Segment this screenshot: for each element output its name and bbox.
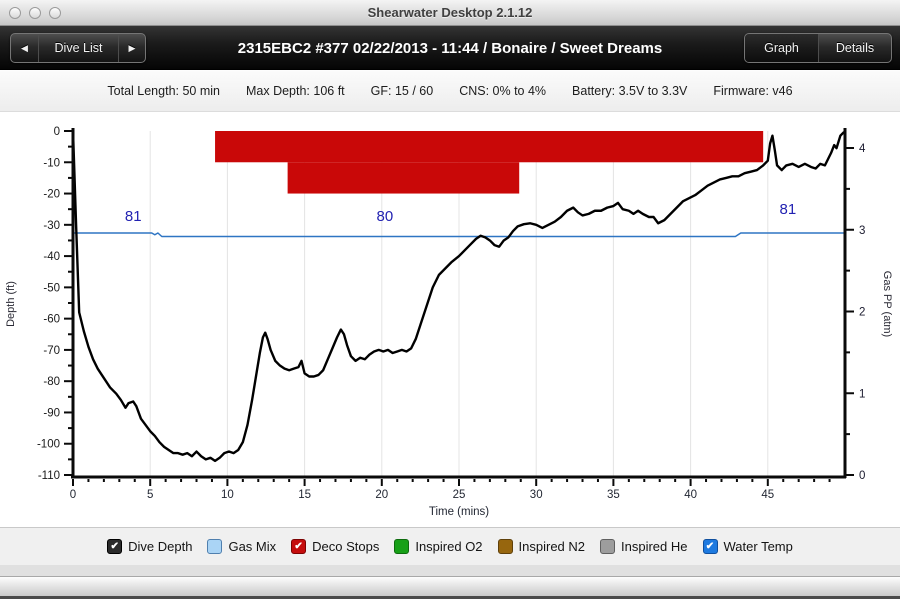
svg-text:4: 4 <box>859 143 866 155</box>
stat-battery: Battery: 3.5V to 3.3V <box>572 84 688 98</box>
tab-graph[interactable]: Graph <box>745 34 818 62</box>
svg-text:-60: -60 <box>43 314 60 326</box>
svg-text:40: 40 <box>684 489 697 501</box>
svg-text:81: 81 <box>780 201 797 218</box>
legend-label: Deco Stops <box>312 539 380 554</box>
dive-list-label: Dive List <box>54 41 103 55</box>
stat-firmware: Firmware: v46 <box>713 84 793 98</box>
legend-item-dive-depth: ✔ Dive Depth <box>107 539 192 554</box>
chart-legend: ✔ Dive Depth Gas Mix ✔ Deco Stops Inspir… <box>0 527 900 565</box>
navbar: ◀ Dive List ▶ 2315EBC2 #377 02/22/2013 -… <box>0 26 900 70</box>
svg-text:81: 81 <box>125 208 142 225</box>
svg-text:2: 2 <box>859 307 865 319</box>
zoom-window-button[interactable] <box>49 7 61 19</box>
dive-list-control: ◀ Dive List ▶ <box>10 33 146 63</box>
dive-list-button[interactable]: Dive List <box>38 34 118 62</box>
inspired-o2-checkbox[interactable] <box>394 539 410 554</box>
legend-item-deco-stops: ✔ Deco Stops <box>291 539 379 554</box>
svg-text:1: 1 <box>859 388 865 400</box>
minimize-window-button[interactable] <box>29 7 41 19</box>
legend-label: Inspired O2 <box>415 539 483 554</box>
legend-label: Inspired He <box>621 539 688 554</box>
svg-text:30: 30 <box>530 489 543 501</box>
svg-text:0: 0 <box>859 470 865 482</box>
dive-depth-checkbox[interactable]: ✔ <box>107 539 123 554</box>
svg-text:Time (mins): Time (mins) <box>429 506 489 518</box>
svg-text:45: 45 <box>761 489 774 501</box>
svg-text:3: 3 <box>859 225 865 237</box>
svg-text:Gas PP (atm): Gas PP (atm) <box>881 271 893 337</box>
stat-cns: CNS: 0% to 4% <box>459 84 547 98</box>
svg-text:0: 0 <box>54 126 60 138</box>
svg-text:-100: -100 <box>37 439 60 451</box>
traffic-lights <box>9 0 61 26</box>
legend-label: Gas Mix <box>228 539 277 554</box>
stat-total-length: Total Length: 50 min <box>107 84 220 98</box>
close-window-button[interactable] <box>9 7 21 19</box>
legend-label: Water Temp <box>723 539 793 554</box>
svg-text:80: 80 <box>377 208 394 225</box>
water-temp-checkbox[interactable]: ✔ <box>702 539 718 554</box>
svg-text:10: 10 <box>221 489 234 501</box>
svg-text:-20: -20 <box>43 189 60 201</box>
details-tab-label: Details <box>835 41 875 55</box>
svg-text:0: 0 <box>70 489 76 501</box>
svg-text:-50: -50 <box>43 282 60 294</box>
svg-text:-30: -30 <box>43 220 60 232</box>
legend-item-gas-mix: Gas Mix <box>207 539 276 554</box>
legend-label: Inspired N2 <box>518 539 586 554</box>
dive-profile-chart: 0 -10 -20 -30 -40 -50 -60 -70 -80 -90 -100 -110 0 1 2 3… <box>0 112 900 527</box>
svg-text:20: 20 <box>375 489 388 501</box>
view-switcher: Graph Details <box>744 33 892 63</box>
legend-bottom-strip <box>0 565 900 577</box>
svg-text:15: 15 <box>298 489 311 501</box>
inspired-n2-checkbox[interactable] <box>497 539 513 554</box>
legend-label: Dive Depth <box>128 539 193 554</box>
window-bottom-edge <box>0 596 900 599</box>
deco-stops-checkbox[interactable]: ✔ <box>291 539 307 554</box>
inspired-he-checkbox[interactable] <box>600 539 616 554</box>
svg-text:-110: -110 <box>38 470 60 482</box>
gas-mix-checkbox[interactable] <box>207 539 223 554</box>
stat-gf: GF: 15 / 60 <box>370 84 434 98</box>
legend-item-water-temp: ✔ Water Temp <box>702 539 793 554</box>
window-title: Shearwater Desktop 2.1.12 <box>367 5 533 20</box>
stat-max-depth: Max Depth: 106 ft <box>245 84 345 98</box>
svg-text:-10: -10 <box>43 157 60 169</box>
svg-text:-90: -90 <box>43 407 60 419</box>
svg-text:-80: -80 <box>43 376 60 388</box>
svg-text:5: 5 <box>147 489 153 501</box>
svg-text:25: 25 <box>453 489 466 501</box>
graph-tab-label: Graph <box>764 41 799 55</box>
dive-summary-bar: Total Length: 50 min Max Depth: 106 ft G… <box>0 70 900 112</box>
window-status-bar <box>0 577 900 596</box>
legend-item-inspired-o2: Inspired O2 <box>394 539 483 554</box>
legend-item-inspired-n2: Inspired N2 <box>497 539 586 554</box>
previous-dive-button[interactable]: ◀ <box>11 34 38 62</box>
svg-text:35: 35 <box>607 489 620 501</box>
tab-details[interactable]: Details <box>818 34 891 62</box>
svg-text:-40: -40 <box>43 251 60 263</box>
legend-item-inspired-he: Inspired He <box>600 539 688 554</box>
left-arrow-icon: ◀ <box>21 42 28 53</box>
window-titlebar: Shearwater Desktop 2.1.12 <box>0 0 900 26</box>
dive-profile-svg: 0 -10 -20 -30 -40 -50 -60 -70 -80 -90 -100 -110 0 1 2 3… <box>5 126 893 518</box>
svg-text:-70: -70 <box>43 345 60 357</box>
next-dive-button[interactable]: ▶ <box>118 34 145 62</box>
svg-text:Depth (ft): Depth (ft) <box>5 281 17 327</box>
right-arrow-icon: ▶ <box>128 42 136 53</box>
